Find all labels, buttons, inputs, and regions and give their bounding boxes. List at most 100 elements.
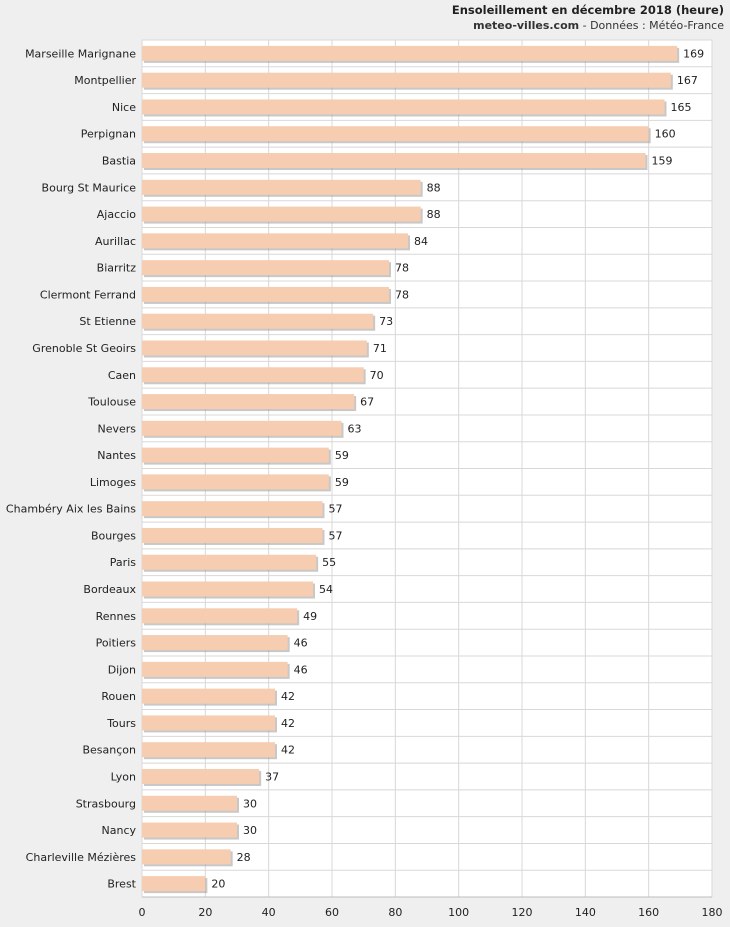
category-label: Brest <box>107 878 136 891</box>
value-label: 78 <box>395 262 409 275</box>
bar[interactable] <box>142 822 237 838</box>
category-label: Aurillac <box>95 235 136 248</box>
category-label: Besançon <box>82 744 136 757</box>
value-label: 42 <box>281 717 295 730</box>
bar[interactable] <box>142 688 275 704</box>
bar[interactable] <box>142 420 342 436</box>
category-label: Clermont Ferrand <box>40 288 136 301</box>
value-label: 88 <box>427 208 441 221</box>
bar[interactable] <box>142 635 288 651</box>
category-label: Marseille Marignane <box>25 47 136 60</box>
category-label: Nancy <box>102 824 137 837</box>
category-label: Bastia <box>102 155 136 168</box>
value-label: 28 <box>237 851 251 864</box>
x-tick-label: 180 <box>702 906 723 919</box>
x-tick-label: 120 <box>512 906 533 919</box>
chart-header: Ensoleillement en décembre 2018 (heure) … <box>452 3 724 33</box>
category-label: Rouen <box>101 690 136 703</box>
value-label: 88 <box>427 181 441 194</box>
category-label: Tours <box>106 717 136 730</box>
bar[interactable] <box>142 394 355 410</box>
value-label: 169 <box>683 47 704 60</box>
bar[interactable] <box>142 849 231 865</box>
bar[interactable] <box>142 233 408 249</box>
x-tick-label: 60 <box>325 906 339 919</box>
bar[interactable] <box>142 795 237 811</box>
bar[interactable] <box>142 876 206 892</box>
bar[interactable] <box>142 474 329 490</box>
category-label: Ajaccio <box>97 208 136 221</box>
category-label: Grenoble St Geoirs <box>32 342 136 355</box>
site-link[interactable]: meteo-villes.com <box>473 19 580 32</box>
value-label: 167 <box>677 74 698 87</box>
value-label: 73 <box>379 315 393 328</box>
x-tick-label: 20 <box>198 906 212 919</box>
chart-title: Ensoleillement en décembre 2018 (heure) <box>451 3 724 17</box>
category-label: Biarritz <box>97 262 137 275</box>
bar[interactable] <box>142 527 323 543</box>
category-label: Nevers <box>97 422 136 435</box>
bar[interactable] <box>142 206 421 222</box>
value-label: 46 <box>294 663 308 676</box>
value-label: 165 <box>671 101 692 114</box>
category-label: Perpignan <box>81 128 136 141</box>
bar[interactable] <box>142 340 367 356</box>
value-label: 54 <box>319 583 333 596</box>
x-tick-label: 100 <box>448 906 469 919</box>
bar[interactable] <box>142 313 374 329</box>
value-label: 84 <box>414 235 428 248</box>
category-label: St Etienne <box>79 315 136 328</box>
value-label: 57 <box>329 529 343 542</box>
value-label: 59 <box>335 476 349 489</box>
x-tick-label: 160 <box>638 906 659 919</box>
bar[interactable] <box>142 126 649 142</box>
x-tick-label: 80 <box>388 906 402 919</box>
category-label: Montpellier <box>74 74 136 87</box>
value-label: 37 <box>265 770 279 783</box>
category-label: Charleville Mézières <box>26 851 137 864</box>
category-label: Caen <box>108 369 136 382</box>
bar[interactable] <box>142 367 364 383</box>
value-label: 55 <box>322 556 336 569</box>
value-label: 71 <box>373 342 387 355</box>
bar[interactable] <box>142 447 329 463</box>
category-label: Chambéry Aix les Bains <box>6 503 136 516</box>
bar[interactable] <box>142 742 275 758</box>
data-source: - Données : Météo-France <box>579 19 724 32</box>
bar[interactable] <box>142 179 421 195</box>
bar[interactable] <box>142 99 665 115</box>
bar[interactable] <box>142 554 317 570</box>
value-label: 49 <box>303 610 317 623</box>
category-label: Bordeaux <box>83 583 136 596</box>
category-label: Dijon <box>108 663 136 676</box>
bar[interactable] <box>142 581 313 597</box>
value-label: 159 <box>652 155 673 168</box>
category-label: Poitiers <box>96 637 137 650</box>
value-label: 59 <box>335 449 349 462</box>
bar[interactable] <box>142 608 298 624</box>
x-tick-label: 0 <box>139 906 146 919</box>
bar[interactable] <box>142 286 389 302</box>
x-tick-label: 40 <box>262 906 276 919</box>
chart-source: meteo-villes.com - Données : Météo-Franc… <box>452 18 724 33</box>
category-label: Nice <box>112 101 136 114</box>
bar[interactable] <box>142 715 275 731</box>
value-label: 63 <box>348 422 362 435</box>
bar[interactable] <box>142 153 646 169</box>
value-label: 70 <box>370 369 384 382</box>
bar[interactable] <box>142 45 678 61</box>
bar[interactable] <box>142 501 323 517</box>
category-label: Lyon <box>111 770 136 783</box>
value-label: 20 <box>211 878 225 891</box>
value-label: 30 <box>243 824 257 837</box>
bar[interactable] <box>142 72 671 88</box>
category-label: Nantes <box>97 449 136 462</box>
value-label: 78 <box>395 288 409 301</box>
bar[interactable] <box>142 260 389 276</box>
bar[interactable] <box>142 661 288 677</box>
category-label: Rennes <box>96 610 137 623</box>
value-label: 57 <box>329 503 343 516</box>
bar[interactable] <box>142 768 260 784</box>
category-label: Bourges <box>91 529 136 542</box>
